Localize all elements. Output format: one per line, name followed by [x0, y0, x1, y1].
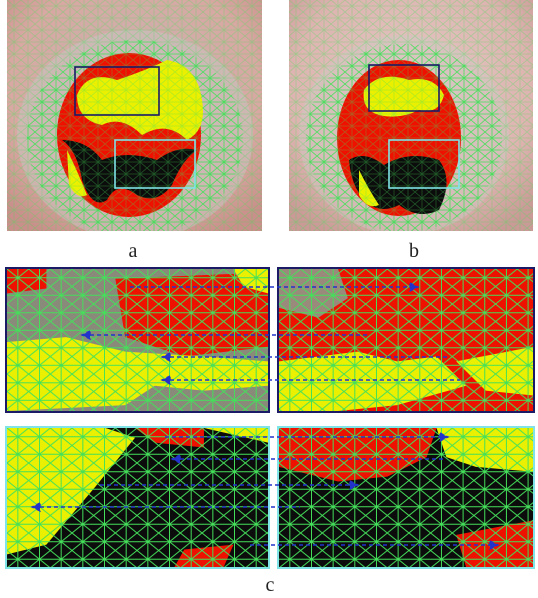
- caption-a: a: [128, 240, 138, 262]
- correspondence-arrows-icon: [30, 281, 500, 551]
- caption-c: c: [265, 574, 275, 596]
- wound-image-b: [289, 0, 533, 231]
- zoom-top-right-figure: [279, 269, 533, 411]
- zoom-top-left-figure: [7, 269, 268, 411]
- zoom-bottom-left: [5, 426, 270, 569]
- zoom-top-left: [5, 267, 270, 413]
- wound-image-a-figure: [7, 0, 262, 231]
- zoom-bottom-left-figure: [7, 428, 268, 567]
- wound-image-a: [7, 0, 262, 231]
- caption-b: b: [409, 240, 419, 262]
- wound-image-b-figure: [289, 0, 533, 231]
- zoom-top-right: [277, 267, 535, 413]
